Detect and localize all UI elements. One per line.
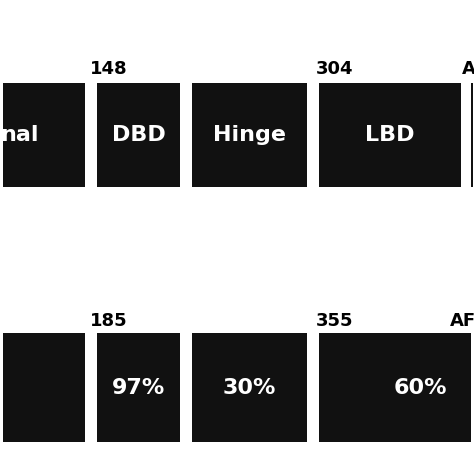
Text: 148: 148	[90, 60, 128, 78]
Bar	[192, 333, 307, 442]
Text: 60%: 60%	[393, 377, 447, 398]
Text: DBD: DBD	[111, 125, 165, 145]
Text: 304: 304	[316, 60, 354, 78]
Text: 30%: 30%	[223, 377, 276, 398]
Text: Hinge: Hinge	[213, 125, 286, 145]
Text: 355: 355	[316, 312, 354, 330]
Text: 97%: 97%	[112, 377, 165, 398]
Text: LBD: LBD	[365, 125, 415, 145]
Bar	[319, 333, 471, 442]
Bar	[319, 83, 461, 187]
Text: nal: nal	[0, 125, 38, 145]
Text: A: A	[462, 60, 474, 78]
Text: 185: 185	[90, 312, 128, 330]
Bar	[97, 333, 180, 442]
Bar	[3, 83, 85, 187]
Bar	[3, 333, 85, 442]
Bar	[471, 83, 473, 187]
Bar	[97, 83, 180, 187]
Text: AF: AF	[450, 312, 474, 330]
Bar	[192, 83, 307, 187]
